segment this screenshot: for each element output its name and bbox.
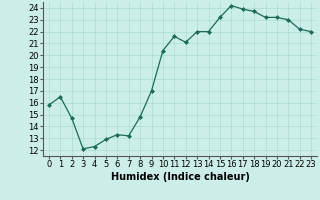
X-axis label: Humidex (Indice chaleur): Humidex (Indice chaleur) — [111, 172, 249, 182]
